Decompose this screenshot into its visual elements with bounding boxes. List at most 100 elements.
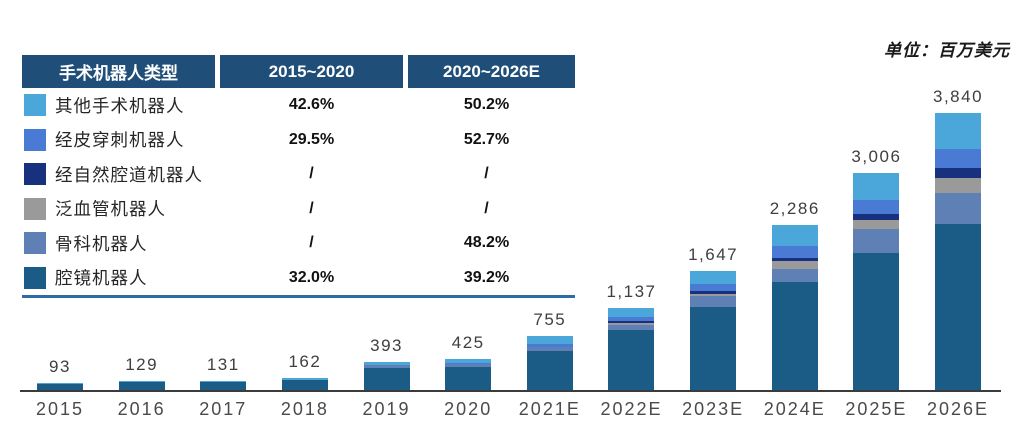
bar-segment-其他手术机器人 <box>935 113 982 149</box>
bar-segment-经皮穿刺机器人 <box>526 344 573 347</box>
x-axis-label-2026E: 2026E <box>927 399 990 419</box>
bar-value-label: 393 <box>370 336 403 355</box>
legend-entry: 经皮穿刺机器人 <box>22 127 220 152</box>
cagr-value: 42.6% <box>288 96 335 114</box>
legend-label: 经皮穿刺机器人 <box>55 130 185 151</box>
legend-label: 腔镜机器人 <box>55 268 148 289</box>
x-axis-label-2021E: 2021E <box>518 399 581 419</box>
bar-segment-其他手术机器人 <box>37 383 83 384</box>
table-row: 经皮穿刺机器人 29.5% 52.7% <box>22 123 575 158</box>
cagr-value: / <box>309 199 314 217</box>
legend-label: 其他手术机器人 <box>55 95 185 116</box>
bar-segment-腔镜机器人 <box>281 380 328 390</box>
bar-segment-经皮穿刺机器人 <box>853 200 900 214</box>
bar-segment-腔镜机器人 <box>526 351 573 390</box>
bar-value-label: 3,840 <box>933 87 984 106</box>
legend-entry: 骨科机器人 <box>22 231 220 256</box>
cagr-value: / <box>484 165 489 183</box>
bar-segment-泛血管机器人 <box>935 178 982 193</box>
bar-segment-腔镜机器人 <box>200 382 247 390</box>
table-row: 泛血管机器人 / / <box>22 192 575 227</box>
bar-segment-经皮穿刺机器人 <box>608 317 655 321</box>
x-axis-label-2022E: 2022E <box>600 399 663 419</box>
table-body: 其他手术机器人 42.6% 50.2% 经皮穿刺机器人 29.5% 52.7% … <box>22 88 575 298</box>
cagr-value: / <box>309 234 314 252</box>
legend-swatch-icon <box>24 94 46 117</box>
bar-segment-经皮穿刺机器人 <box>935 149 982 168</box>
table-row: 其他手术机器人 42.6% 50.2% <box>22 88 575 123</box>
legend-swatch-icon <box>24 163 46 186</box>
bar-segment-腔镜机器人 <box>853 253 900 390</box>
bar-segment-骨科机器人 <box>690 296 737 307</box>
bar-segment-其他手术机器人 <box>363 362 410 365</box>
legend-entry: 泛血管机器人 <box>22 196 220 221</box>
bar-segment-腔镜机器人 <box>37 384 83 390</box>
bar-value-label: 425 <box>451 333 485 352</box>
table-header-2020-2026e: 2020~2026E <box>408 55 575 88</box>
bar-segment-其他手术机器人 <box>445 359 492 363</box>
bar-value-label: 93 <box>49 357 71 376</box>
bar-segment-其他手术机器人 <box>281 378 328 380</box>
bar-segment-腔镜机器人 <box>690 307 737 390</box>
bar-segment-泛血管机器人 <box>608 323 655 325</box>
bar-segment-骨科机器人 <box>445 364 492 367</box>
bar-segment-泛血管机器人 <box>771 261 818 269</box>
bar-segment-腔镜机器人 <box>608 330 655 390</box>
bar-value-label: 129 <box>125 355 159 374</box>
table-row: 经自然腔道机器人 / / <box>22 157 575 192</box>
x-axis-label-2015: 2015 <box>35 399 85 419</box>
bar-value-label: 131 <box>206 355 240 374</box>
legend-swatch-icon <box>24 197 46 220</box>
x-axis-label-2020: 2020 <box>444 399 493 419</box>
x-axis-label-2016: 2016 <box>117 399 166 419</box>
bar-segment-腔镜机器人 <box>935 224 982 390</box>
bar-value-label: 162 <box>288 352 322 371</box>
bar-segment-腔镜机器人 <box>363 368 410 390</box>
bar-segment-泛血管机器人 <box>853 220 900 229</box>
legend-swatch-icon <box>24 128 46 151</box>
bar-value-label: 2,286 <box>769 199 820 218</box>
bar-segment-骨科机器人 <box>853 229 900 253</box>
unit-label: 单位：百万美元 <box>884 41 1010 60</box>
legend-label: 经自然腔道机器人 <box>55 164 203 185</box>
bar-segment-其他手术机器人 <box>118 381 165 382</box>
bar-segment-骨科机器人 <box>526 347 573 351</box>
bar-segment-经皮穿刺机器人 <box>771 246 818 258</box>
bar-segment-其他手术机器人 <box>608 308 655 317</box>
bar-value-label: 3,006 <box>851 147 902 166</box>
bar-segment-骨科机器人 <box>608 325 655 330</box>
legend-swatch-icon <box>24 266 46 289</box>
bar-segment-经自然腔道机器人 <box>853 214 900 220</box>
legend-label: 骨科机器人 <box>55 233 148 254</box>
table-header-row: 手术机器人类型 2015~2020 2020~2026E <box>22 55 575 88</box>
bar-value-label: 1,137 <box>606 282 657 301</box>
cagr-value: 52.7% <box>463 130 510 148</box>
bar-segment-经自然腔道机器人 <box>771 258 818 261</box>
bar-segment-泛血管机器人 <box>690 294 737 296</box>
cagr-legend-table: 手术机器人类型 2015~2020 2020~2026E 其他手术机器人 42.… <box>22 55 575 298</box>
legend-swatch-icon <box>24 232 46 255</box>
x-axis-line <box>20 390 1001 392</box>
cagr-value: / <box>484 199 489 217</box>
bar-value-label: 1,647 <box>688 245 739 264</box>
cagr-value: / <box>309 165 314 183</box>
bar-segment-经自然腔道机器人 <box>608 321 655 323</box>
bar-segment-骨科机器人 <box>935 193 982 224</box>
bar-segment-腔镜机器人 <box>771 282 818 390</box>
bar-segment-其他手术机器人 <box>526 336 573 344</box>
x-axis-label-2025E: 2025E <box>845 399 908 419</box>
stacked-bar-chart: 93 129 131 162 393 425 755 1,137 1,647 2,286 3,006… <box>37 87 984 390</box>
bar-segment-经皮穿刺机器人 <box>445 363 492 364</box>
x-axis-label-2018: 2018 <box>280 399 329 419</box>
cagr-value: 39.2% <box>463 268 510 286</box>
bar-segment-经皮穿刺机器人 <box>690 284 737 291</box>
cagr-value: 32.0% <box>288 268 335 286</box>
cagr-value: 48.2% <box>463 234 510 252</box>
bar-segment-腔镜机器人 <box>445 367 492 390</box>
table-row: 腔镜机器人 32.0% 39.2% <box>22 261 575 296</box>
table-row: 骨科机器人 / 48.2% <box>22 226 575 261</box>
bar-segment-腔镜机器人 <box>118 382 165 390</box>
legend-label: 泛血管机器人 <box>55 199 166 220</box>
bar-segment-其他手术机器人 <box>690 271 737 284</box>
table-header-type: 手术机器人类型 <box>22 55 215 88</box>
